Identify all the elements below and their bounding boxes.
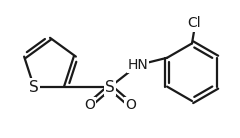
Text: O: O — [84, 98, 95, 112]
Text: HN: HN — [128, 58, 148, 72]
Text: S: S — [105, 79, 115, 95]
Text: O: O — [125, 98, 136, 112]
Text: S: S — [29, 79, 39, 95]
Text: Cl: Cl — [187, 16, 201, 30]
